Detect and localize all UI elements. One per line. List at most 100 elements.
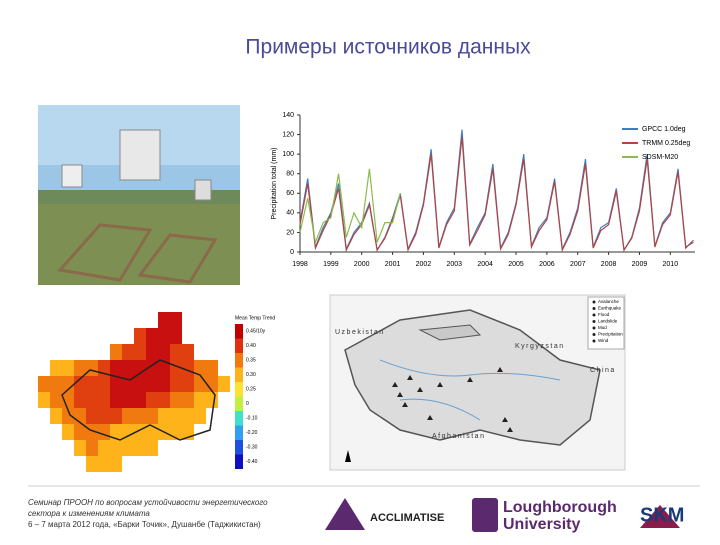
legend-symbol bbox=[592, 320, 596, 323]
country-label: China bbox=[590, 367, 616, 374]
hazard-marker bbox=[417, 387, 423, 392]
temp-cell bbox=[74, 392, 86, 408]
temp-cell bbox=[86, 392, 98, 408]
border bbox=[61, 359, 216, 441]
temp-cell bbox=[182, 344, 194, 360]
precip-chart: 0 20 40 60 80 100 120 140 1998 1999 2000 2001 2002 20… bbox=[271, 112, 695, 268]
temp-cell bbox=[158, 312, 170, 328]
temp-cell bbox=[50, 408, 62, 424]
country-label: Uzbekistan bbox=[335, 329, 385, 336]
legend-symbol bbox=[592, 307, 596, 310]
legend-label: Avalanche bbox=[598, 299, 619, 304]
hazard-marker bbox=[402, 402, 408, 407]
temp-cell bbox=[170, 328, 182, 344]
temp-cell bbox=[134, 392, 146, 408]
legend-symbol bbox=[592, 313, 596, 317]
temp-map: Mean Temp Trend 0.45/10y 0.40 0.35 0.30 0.25 0… bbox=[38, 312, 275, 472]
y-tick-label: 140 bbox=[282, 112, 294, 119]
temp-cell bbox=[206, 392, 218, 408]
hazard-marker bbox=[507, 427, 513, 432]
temp-cell bbox=[206, 376, 218, 392]
temp-cell bbox=[122, 408, 134, 424]
legend-label: 0.30 bbox=[246, 372, 256, 378]
logo-text: SKM bbox=[640, 504, 684, 526]
temp-cell bbox=[194, 360, 206, 376]
hazard-marker bbox=[502, 417, 508, 422]
temp-cell bbox=[170, 392, 182, 408]
temp-cell bbox=[110, 440, 122, 456]
legend-label: 0.25 bbox=[246, 386, 256, 392]
temp-cell bbox=[170, 344, 182, 360]
temp-cell bbox=[62, 376, 74, 392]
temp-cell bbox=[134, 344, 146, 360]
temp-cell bbox=[62, 360, 74, 376]
temp-cell bbox=[86, 456, 98, 472]
series-line bbox=[299, 129, 694, 252]
temp-cell bbox=[146, 408, 158, 424]
logo-marks bbox=[325, 498, 680, 532]
temp-cell bbox=[98, 376, 110, 392]
temp-cell bbox=[110, 408, 122, 424]
temp-cell bbox=[98, 392, 110, 408]
temp-cell bbox=[206, 360, 218, 376]
country-label: Kyrgyzstan bbox=[515, 343, 565, 350]
legend-label: -0.10 bbox=[246, 415, 258, 421]
legend-label: 0.45/10y bbox=[246, 328, 266, 334]
temp-cell bbox=[86, 440, 98, 456]
x-tick-label: 2003 bbox=[447, 261, 463, 268]
footer-line: Семинар ПРООН по вопросам устойчивости э… bbox=[28, 498, 268, 507]
temp-cell bbox=[62, 424, 74, 440]
temp-cell bbox=[182, 360, 194, 376]
temp-cell bbox=[110, 392, 122, 408]
temp-cell bbox=[74, 424, 86, 440]
temp-cell bbox=[38, 376, 50, 392]
temp-cell bbox=[134, 376, 146, 392]
legend-color bbox=[235, 411, 243, 426]
temp-cell bbox=[182, 392, 194, 408]
legend-label: Landslide bbox=[598, 319, 618, 324]
temp-cell bbox=[122, 424, 134, 440]
y-tick-label: 80 bbox=[286, 171, 294, 178]
temp-cell bbox=[110, 376, 122, 392]
legend-label: Mud bbox=[598, 325, 607, 330]
temp-cell bbox=[86, 360, 98, 376]
temp-cell bbox=[158, 360, 170, 376]
y-tick-label: 60 bbox=[286, 190, 294, 197]
temp-cell bbox=[146, 376, 158, 392]
x-tick-label: 1999 bbox=[323, 261, 339, 268]
temp-cell bbox=[170, 376, 182, 392]
series-line bbox=[299, 168, 401, 245]
temp-cell bbox=[194, 408, 206, 424]
footer-line: 6 – 7 марта 2012 года, «Барки Точик», Ду… bbox=[28, 520, 261, 529]
temp-cell bbox=[86, 408, 98, 424]
legend-label: Wind bbox=[598, 338, 609, 343]
legend-color bbox=[235, 440, 243, 455]
temp-cell bbox=[62, 408, 74, 424]
x-tick-label: 2004 bbox=[477, 261, 493, 268]
legend-color bbox=[235, 367, 243, 382]
legend-color bbox=[235, 353, 243, 368]
hazard-marker bbox=[397, 392, 403, 397]
temp-cell bbox=[110, 424, 122, 440]
hazard-marker bbox=[392, 382, 398, 387]
legend-label: -0.40 bbox=[246, 459, 258, 465]
temp-cell bbox=[182, 408, 194, 424]
logo-text: ACCLIMATISE bbox=[370, 512, 444, 524]
y-tick-label: 120 bbox=[282, 131, 294, 138]
temp-cell bbox=[182, 376, 194, 392]
temp-cell bbox=[122, 344, 134, 360]
x-tick-label: 2008 bbox=[601, 261, 617, 268]
y-tick-label: 20 bbox=[286, 229, 294, 236]
temp-cell bbox=[98, 424, 110, 440]
temp-cell bbox=[74, 440, 86, 456]
y-tick-label: 40 bbox=[286, 210, 294, 217]
legend-color bbox=[235, 454, 243, 469]
y-axis-label: Precipitation total (mm) bbox=[271, 148, 278, 220]
temp-cell bbox=[218, 376, 230, 392]
temp-cell bbox=[158, 344, 170, 360]
legend-symbol bbox=[592, 339, 596, 343]
hazard-marker bbox=[497, 367, 503, 372]
series-line bbox=[299, 136, 694, 253]
x-tick-label: 2007 bbox=[570, 261, 586, 268]
